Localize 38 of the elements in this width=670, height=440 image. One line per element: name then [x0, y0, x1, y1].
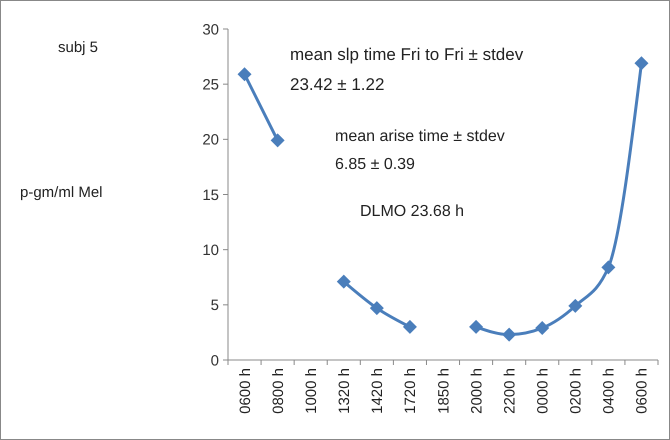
x-tick-label: 1000 h [302, 368, 320, 414]
annotation: 23.42 ± 1.22 [290, 75, 384, 94]
y-tick-label: 10 [202, 242, 219, 259]
point [634, 56, 648, 70]
annotation: mean arise time ± stdev [335, 128, 505, 145]
y-tick-label: 0 [210, 352, 219, 370]
point [402, 320, 417, 334]
x-tick-label: 0800 h [270, 368, 287, 414]
x-tick-label: 0600 h [634, 368, 651, 414]
point [270, 133, 285, 148]
y-tick-label: 15 [202, 186, 219, 204]
point [370, 301, 384, 316]
text: p-gm/ml Mel [20, 184, 103, 201]
y-tick-label: 30 [202, 21, 219, 38]
x-tick-label: 0600 h [236, 368, 254, 414]
point [502, 328, 516, 342]
point [535, 321, 550, 336]
x-tick-label: 2000 h [468, 368, 486, 414]
y-tick-label: 25 [202, 76, 219, 94]
annotation: 6.85 ± 0.39 [335, 156, 416, 173]
point [469, 320, 484, 334]
x-tick-label: 0400 h [600, 368, 618, 414]
annotation: DLMO 23.68 h [360, 203, 464, 220]
point [336, 274, 351, 289]
x-tick-label: 0000 h [534, 368, 552, 414]
x-tick-label: 1320 h [336, 368, 354, 414]
point [601, 260, 616, 274]
point [238, 67, 252, 82]
x-tick-label: 2200 h [501, 368, 518, 414]
y-tick-label: 20 [202, 132, 219, 149]
x-tick-label: 0200 h [568, 368, 585, 414]
annotation: mean slp time Fri to Fri ± stdev [290, 45, 524, 64]
x-tick-label: 1420 h [369, 368, 386, 414]
y-tick-label: 5 [210, 297, 219, 314]
text: subj 5 [58, 39, 98, 56]
x-tick-label: 1720 h [402, 368, 420, 414]
x-tick-label: 1850 h [435, 368, 452, 414]
point [568, 298, 582, 313]
